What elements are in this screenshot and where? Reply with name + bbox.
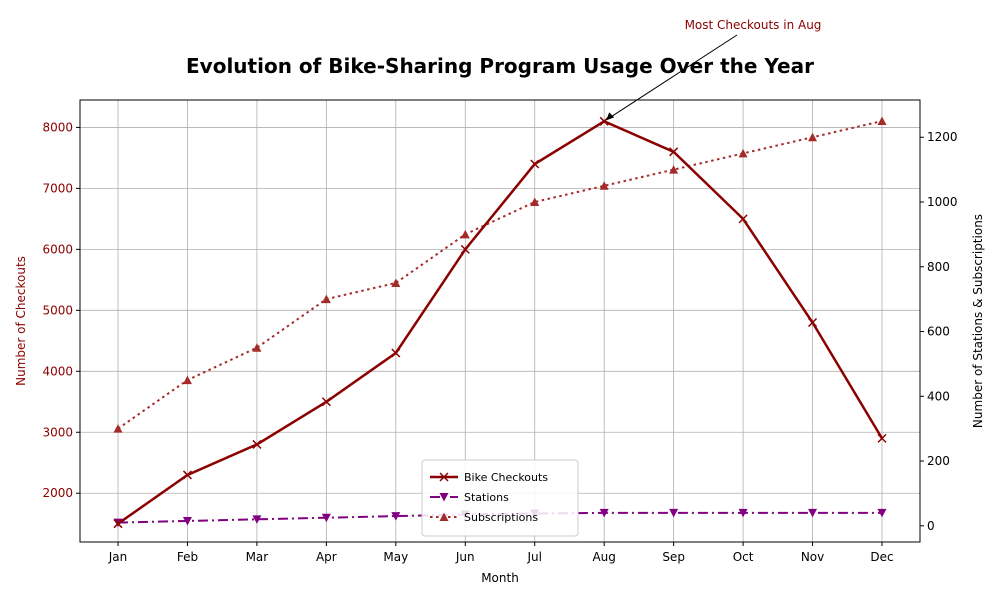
data-point bbox=[182, 516, 192, 526]
data-point bbox=[252, 439, 262, 449]
data-point bbox=[808, 132, 818, 142]
x-tick-label: Jul bbox=[526, 550, 541, 564]
annotation-arrowhead bbox=[606, 112, 615, 121]
y-axis-right: 0 200 400 600 800 1000 1200 bbox=[920, 130, 958, 533]
data-point-stroke bbox=[182, 470, 192, 480]
data-point bbox=[599, 181, 609, 190]
plot-frame bbox=[79, 99, 921, 543]
data-point bbox=[321, 294, 331, 304]
legend-label: Stations bbox=[464, 491, 509, 504]
data-point-stroke bbox=[877, 433, 887, 443]
data-point bbox=[738, 148, 748, 158]
data-point bbox=[439, 512, 449, 521]
data-point bbox=[252, 515, 262, 524]
y-left-tick-label: 2000 bbox=[42, 486, 73, 500]
y-right-tick-label: 1000 bbox=[927, 195, 958, 209]
data-point bbox=[439, 493, 449, 502]
x-axis-label: Month bbox=[481, 571, 519, 585]
x-tick-label: Dec bbox=[870, 550, 893, 564]
data-point bbox=[113, 519, 123, 529]
y-right-tick-label: 1200 bbox=[927, 130, 958, 144]
y-left-tick-label: 5000 bbox=[42, 303, 73, 317]
y-right-tick-label: 800 bbox=[927, 260, 950, 274]
data-point bbox=[877, 508, 887, 518]
x-axis: Jan Feb Mar Apr May Jun Jul Aug Sep Oct Nov Dec bbox=[108, 542, 894, 564]
legend-item: Bike Checkouts bbox=[430, 471, 548, 484]
data-point-stroke bbox=[252, 439, 262, 449]
legend-box bbox=[421, 459, 579, 537]
data-point-stroke bbox=[808, 317, 818, 328]
data-point bbox=[738, 214, 748, 224]
legend-item: Stations bbox=[430, 491, 509, 504]
data-point bbox=[460, 244, 470, 254]
y-left-tick-label: 4000 bbox=[42, 364, 73, 378]
data-point bbox=[391, 278, 401, 287]
data-point bbox=[391, 348, 401, 358]
data-point bbox=[113, 424, 123, 433]
y-right-tick-label: 0 bbox=[927, 519, 935, 533]
y-left-tick-label: 6000 bbox=[42, 242, 73, 256]
y-axis-right-label: Number of Stations & Subscriptions bbox=[971, 214, 985, 428]
data-point-stroke bbox=[738, 214, 748, 224]
data-point-stroke bbox=[391, 348, 401, 358]
data-point bbox=[460, 229, 470, 239]
legend-item: Subscriptions bbox=[430, 511, 538, 524]
y-left-tick-label: 8000 bbox=[42, 120, 73, 134]
x-tick-label: Jun bbox=[455, 550, 475, 564]
data-point-stroke bbox=[460, 244, 470, 254]
data-point bbox=[669, 165, 679, 174]
y-right-tick-label: 400 bbox=[927, 389, 950, 403]
y-left-tick-label: 7000 bbox=[42, 181, 73, 195]
x-tick-label: Feb bbox=[177, 550, 198, 564]
data-point bbox=[252, 343, 262, 352]
data-point bbox=[439, 472, 449, 482]
x-tick-label: Mar bbox=[246, 550, 269, 564]
data-point bbox=[599, 508, 609, 518]
data-point bbox=[391, 512, 401, 521]
data-point bbox=[182, 375, 192, 385]
y-axis-left: 2000 3000 4000 5000 6000 7000 8000 bbox=[42, 120, 80, 500]
data-point bbox=[321, 513, 331, 523]
data-point-stroke bbox=[113, 519, 123, 529]
data-point bbox=[738, 508, 748, 518]
legend: Bike Checkouts Stations Subscriptions bbox=[421, 459, 579, 537]
data-point bbox=[877, 433, 887, 443]
data-point-stroke bbox=[439, 472, 449, 482]
y-axis-left-label: Number of Checkouts bbox=[14, 256, 28, 386]
x-tick-label: Sep bbox=[662, 550, 685, 564]
data-point bbox=[877, 116, 887, 126]
data-point bbox=[530, 159, 540, 169]
data-point-stroke bbox=[321, 397, 331, 407]
series-bike-checkouts bbox=[113, 116, 887, 529]
x-tick-label: Jan bbox=[108, 550, 128, 564]
annotation-text: Most Checkouts in Aug bbox=[685, 18, 822, 32]
x-tick-label: May bbox=[383, 550, 408, 564]
x-tick-label: Aug bbox=[592, 550, 615, 564]
data-point bbox=[808, 317, 818, 328]
legend-label: Bike Checkouts bbox=[464, 471, 548, 484]
legend-label: Subscriptions bbox=[464, 511, 538, 524]
y-right-tick-label: 600 bbox=[927, 325, 950, 339]
data-point bbox=[669, 147, 679, 157]
data-point bbox=[182, 470, 192, 480]
annotation-arrow bbox=[606, 34, 738, 120]
y-left-tick-label: 3000 bbox=[42, 425, 73, 439]
data-point bbox=[530, 197, 540, 206]
x-tick-label: Nov bbox=[801, 550, 824, 564]
data-point-stroke bbox=[669, 147, 679, 157]
data-point-stroke bbox=[530, 159, 540, 169]
annotation: Most Checkouts in Aug bbox=[606, 18, 822, 121]
x-tick-label: Apr bbox=[316, 550, 337, 564]
data-point bbox=[808, 508, 818, 518]
series-line bbox=[117, 119, 884, 525]
data-point bbox=[321, 397, 331, 407]
series-line bbox=[117, 120, 883, 430]
chart-title: Evolution of Bike-Sharing Program Usage … bbox=[186, 54, 814, 78]
y-right-tick-label: 200 bbox=[927, 454, 950, 468]
data-point bbox=[669, 508, 679, 518]
series-subscriptions bbox=[113, 116, 887, 433]
x-tick-label: Oct bbox=[733, 550, 754, 564]
